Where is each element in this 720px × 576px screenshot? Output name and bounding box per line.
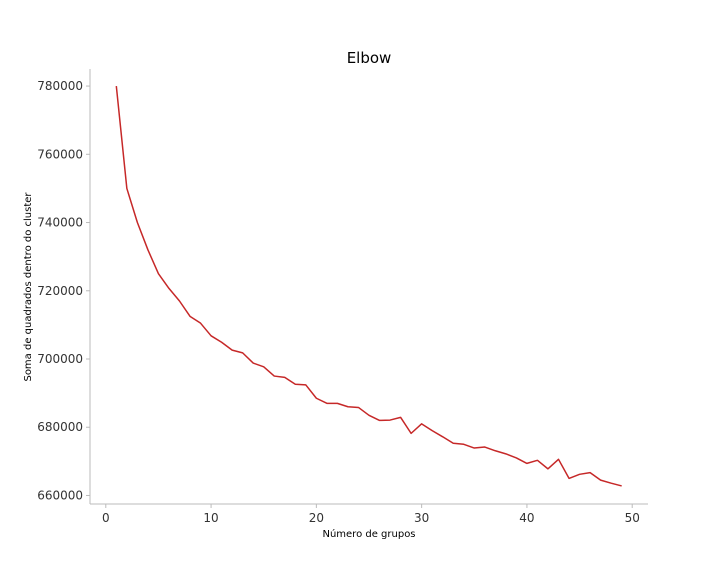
y-tick-label: 760000 [37,147,83,161]
x-tick-label: 50 [625,511,640,525]
y-tick-label: 740000 [37,216,83,230]
y-tick-label: 780000 [37,79,83,93]
y-tick-label: 720000 [37,284,83,298]
chart-title: Elbow [347,49,392,67]
y-tick-label: 700000 [37,352,83,366]
x-tick-label: 10 [203,511,218,525]
y-axis-title: Soma de quadrados dentro do cluster [23,192,34,382]
x-tick-label: 0 [102,511,110,525]
x-tick-label: 40 [519,511,534,525]
x-tick-label: 30 [414,511,429,525]
series-line [115,85,622,487]
y-axis-ticks: 660000 680000 700000 720000 740000 760000 7800… [37,79,90,502]
x-axis-ticks: 0 10 20 30 40 50 [102,504,640,525]
x-tick-label: 20 [309,511,324,525]
y-tick-label: 660000 [37,488,83,502]
x-axis-title: Número de grupos [322,528,415,540]
y-tick-label: 680000 [37,420,83,434]
